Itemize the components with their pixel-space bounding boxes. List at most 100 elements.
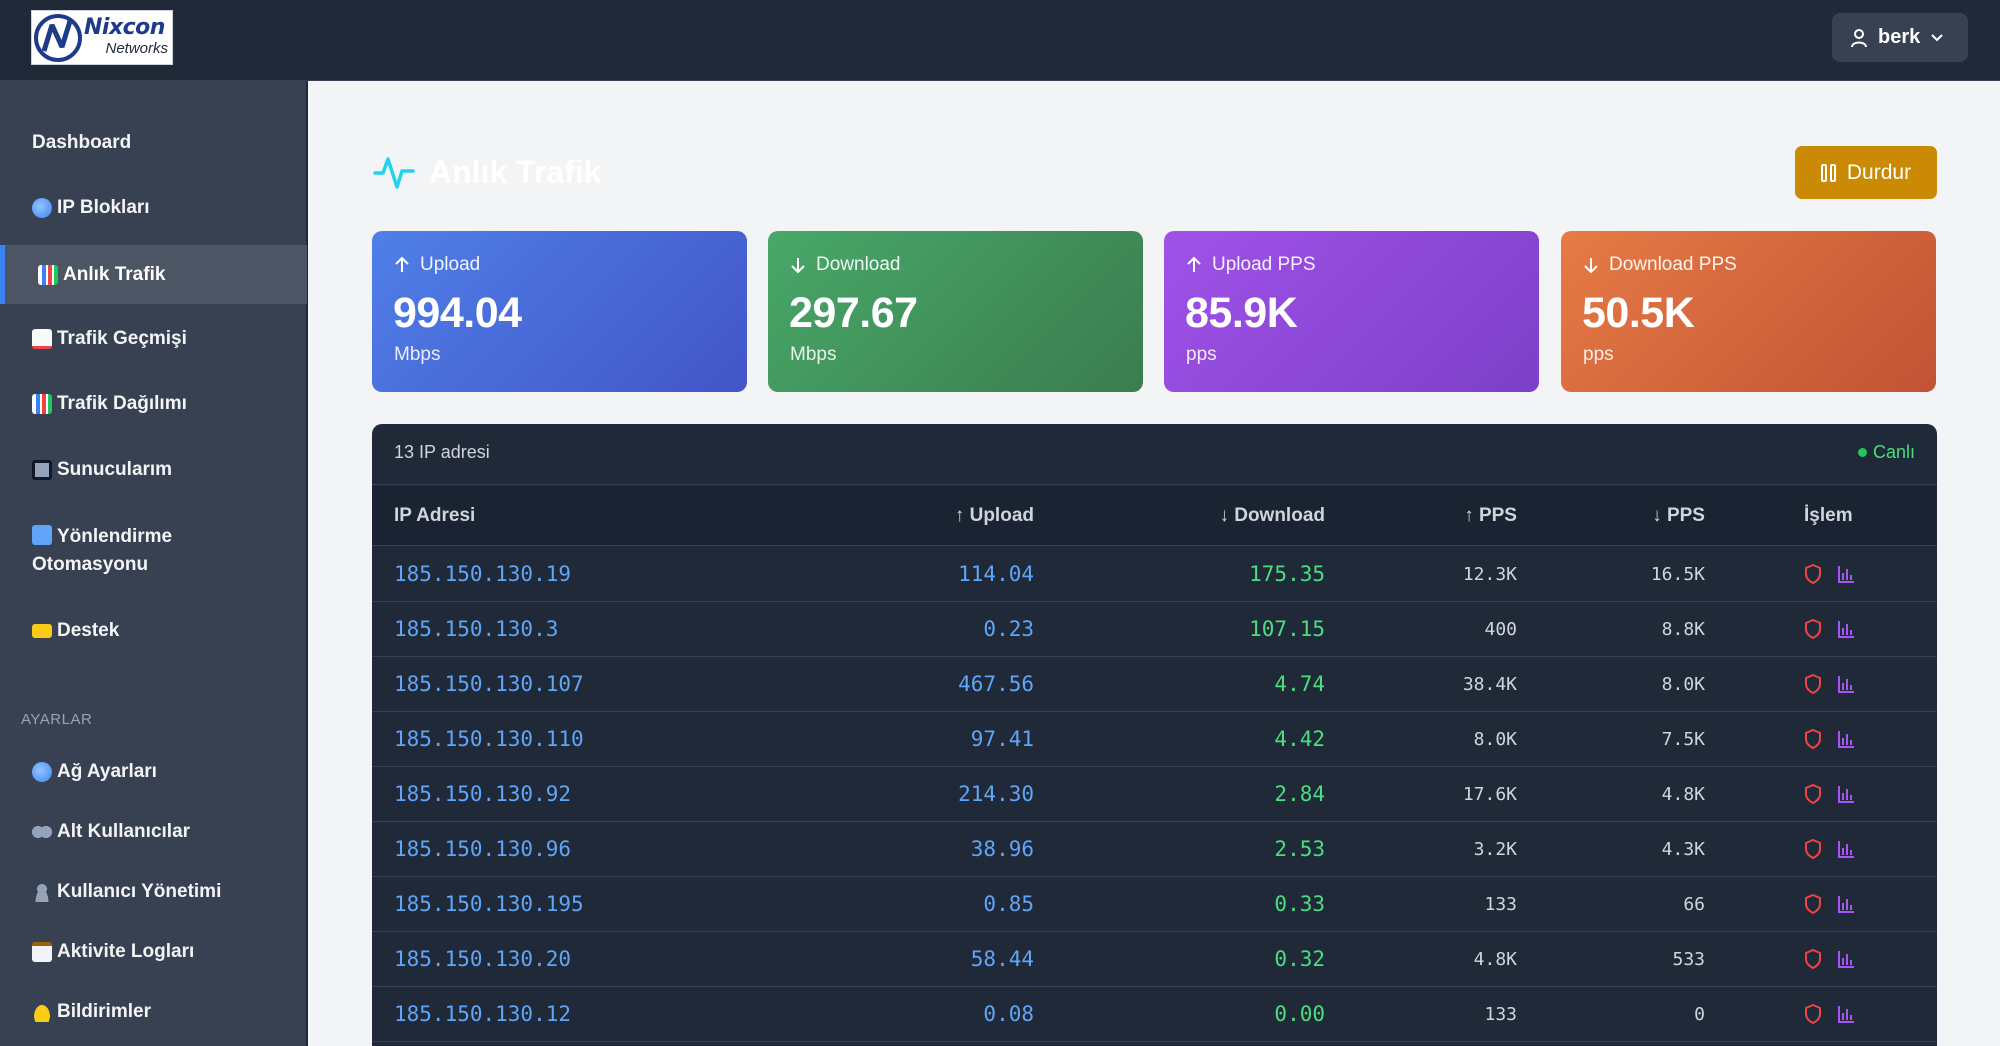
row-actions xyxy=(1804,784,1855,804)
sidebar-item-label: Dashboard xyxy=(32,132,132,153)
ip-cell[interactable]: 185.150.130.195 xyxy=(394,892,584,916)
sidebar-item-network-settings[interactable]: Ağ Ayarları xyxy=(0,758,307,786)
col-ip-address[interactable]: IP Adresi xyxy=(394,505,476,526)
shield-icon[interactable] xyxy=(1804,674,1822,694)
pps-down-cell: 16.5K xyxy=(1650,564,1705,585)
row-actions xyxy=(1804,729,1855,749)
shield-icon[interactable] xyxy=(1804,1004,1822,1024)
sidebar-item-traffic-distribution[interactable]: Trafik Dağılımı xyxy=(0,390,307,418)
col-upload[interactable]: ↑ Upload xyxy=(954,505,1034,526)
sidebar-item-servers[interactable]: Sunucularım xyxy=(0,456,307,484)
line-chart-icon xyxy=(32,329,52,349)
shield-icon[interactable] xyxy=(1804,729,1822,749)
sidebar-item-user-management[interactable]: Kullanıcı Yönetimi xyxy=(0,878,307,906)
sidebar-item-live-traffic[interactable]: Anlık Trafik xyxy=(0,245,307,304)
stat-card-unit: Mbps xyxy=(790,344,837,365)
sidebar-item-sub-users[interactable]: Alt Kullanıcılar xyxy=(0,818,307,846)
bar-chart-icon xyxy=(32,394,52,414)
bar-chart-icon[interactable] xyxy=(1837,784,1855,804)
sidebar-item-label: Anlık Trafik xyxy=(63,263,166,285)
stat-card-label: Download xyxy=(790,254,901,276)
shield-icon[interactable] xyxy=(1804,619,1822,639)
ip-cell[interactable]: 185.150.130.3 xyxy=(394,617,559,641)
sidebar-item-dashboard[interactable]: Dashboard xyxy=(0,129,307,157)
sidebar: Dashboard IP Blokları Anlık Trafik Trafi… xyxy=(0,81,307,1046)
pps-up-cell: 3.2K xyxy=(1473,839,1517,860)
bar-chart-icon[interactable] xyxy=(1837,729,1855,749)
ip-cell[interactable]: 185.150.130.20 xyxy=(394,947,572,971)
download-cell: 2.84 xyxy=(1274,782,1325,806)
ip-cell[interactable]: 185.150.130.19 xyxy=(394,562,572,586)
stop-button[interactable]: Durdur xyxy=(1795,146,1937,199)
table-row: 185.150.130.107 467.56 4.74 38.4K 8.0K xyxy=(372,657,1937,712)
activity-icon xyxy=(373,157,415,189)
clipboard-icon xyxy=(32,942,52,962)
bar-chart-icon[interactable] xyxy=(1837,839,1855,859)
pps-down-cell: 7.5K xyxy=(1661,729,1705,750)
logo[interactable]: Nixcon Networks xyxy=(31,10,173,65)
shield-icon[interactable] xyxy=(1804,784,1822,804)
page-title-text: Anlık Trafik xyxy=(429,153,602,190)
shield-icon[interactable] xyxy=(1804,564,1822,584)
pps-down-cell: 8.8K xyxy=(1661,619,1705,640)
table-header: IP Adresi ↑ Upload ↓ Download ↑ PPS ↓ PP… xyxy=(372,486,1937,546)
bar-chart-icon xyxy=(38,264,58,285)
ip-cell[interactable]: 185.150.130.12 xyxy=(394,1002,572,1026)
stat-card-label: Download PPS xyxy=(1583,254,1737,276)
sidebar-item-ip-blocks[interactable]: IP Blokları xyxy=(0,194,307,222)
live-indicator: Canlı xyxy=(1857,442,1915,463)
sidebar-section-settings: AYARLAR xyxy=(21,711,93,728)
bar-chart-icon[interactable] xyxy=(1837,949,1855,969)
pps-down-cell: 0 xyxy=(1694,1004,1705,1025)
col-pps-up[interactable]: ↑ PPS xyxy=(1464,505,1517,526)
row-actions xyxy=(1804,839,1855,859)
stat-card-upload: Upload 994.04 Mbps xyxy=(372,231,747,392)
ip-cell[interactable]: 185.150.130.107 xyxy=(394,672,584,696)
download-cell: 175.35 xyxy=(1249,562,1325,586)
col-download[interactable]: ↓ Download xyxy=(1219,505,1325,526)
pps-up-cell: 12.3K xyxy=(1462,564,1517,585)
bar-chart-icon[interactable] xyxy=(1837,674,1855,694)
table-row: 185.150.130.96 38.96 2.53 3.2K 4.3K xyxy=(372,822,1937,877)
chevron-down-icon xyxy=(1931,33,1943,41)
stat-card-label: Upload xyxy=(394,254,480,276)
pps-up-cell: 38.4K xyxy=(1462,674,1517,695)
col-pps-down[interactable]: ↓ PPS xyxy=(1652,505,1705,526)
sidebar-item-label: Alt Kullanıcılar xyxy=(57,821,191,842)
pps-down-cell: 4.8K xyxy=(1661,784,1705,805)
table-panel-header: 13 IP adresi Canlı xyxy=(372,424,1937,485)
upload-cell: 38.96 xyxy=(970,837,1034,861)
row-actions xyxy=(1804,674,1855,694)
table-row: 185.150.130.19 114.04 175.35 12.3K 16.5K xyxy=(372,547,1937,602)
logo-brand: Nixcon xyxy=(84,15,165,40)
bar-chart-icon[interactable] xyxy=(1837,564,1855,584)
sidebar-item-activity-logs[interactable]: Aktivite Logları xyxy=(0,938,307,966)
table-row: 185.150.130.12 0.08 0.00 133 0 xyxy=(372,987,1937,1042)
top-bar: Nixcon Networks berk xyxy=(0,0,2000,81)
sidebar-item-traffic-history[interactable]: Trafik Geçmişi xyxy=(0,325,307,353)
page-title: Anlık Trafik xyxy=(373,151,602,193)
ip-cell[interactable]: 185.150.130.92 xyxy=(394,782,572,806)
download-cell: 0.32 xyxy=(1274,947,1325,971)
sidebar-item-routing-automation[interactable]: Yönlendirme Otomasyonu xyxy=(0,521,260,579)
stat-card-unit: Mbps xyxy=(394,344,441,365)
upload-cell: 0.08 xyxy=(983,1002,1034,1026)
upload-cell: 0.85 xyxy=(983,892,1034,916)
upload-cell: 467.56 xyxy=(958,672,1034,696)
shield-icon[interactable] xyxy=(1804,894,1822,914)
shield-icon[interactable] xyxy=(1804,949,1822,969)
sidebar-item-notifications[interactable]: Bildirimler xyxy=(0,998,307,1026)
bar-chart-icon[interactable] xyxy=(1837,619,1855,639)
table-row: 185.150.130.110 97.41 4.42 8.0K 7.5K xyxy=(372,712,1937,767)
bar-chart-icon[interactable] xyxy=(1837,1004,1855,1024)
shield-icon[interactable] xyxy=(1804,839,1822,859)
ip-cell[interactable]: 185.150.130.110 xyxy=(394,727,584,751)
table-row: 185.150.130.92 214.30 2.84 17.6K 4.8K xyxy=(372,767,1937,822)
row-actions xyxy=(1804,949,1855,969)
user-name: berk xyxy=(1878,26,1921,48)
ip-cell[interactable]: 185.150.130.96 xyxy=(394,837,572,861)
user-menu-button[interactable]: berk xyxy=(1832,13,1968,62)
sidebar-item-support[interactable]: Destek xyxy=(0,617,307,645)
pps-down-cell: 4.3K xyxy=(1661,839,1705,860)
bar-chart-icon[interactable] xyxy=(1837,894,1855,914)
